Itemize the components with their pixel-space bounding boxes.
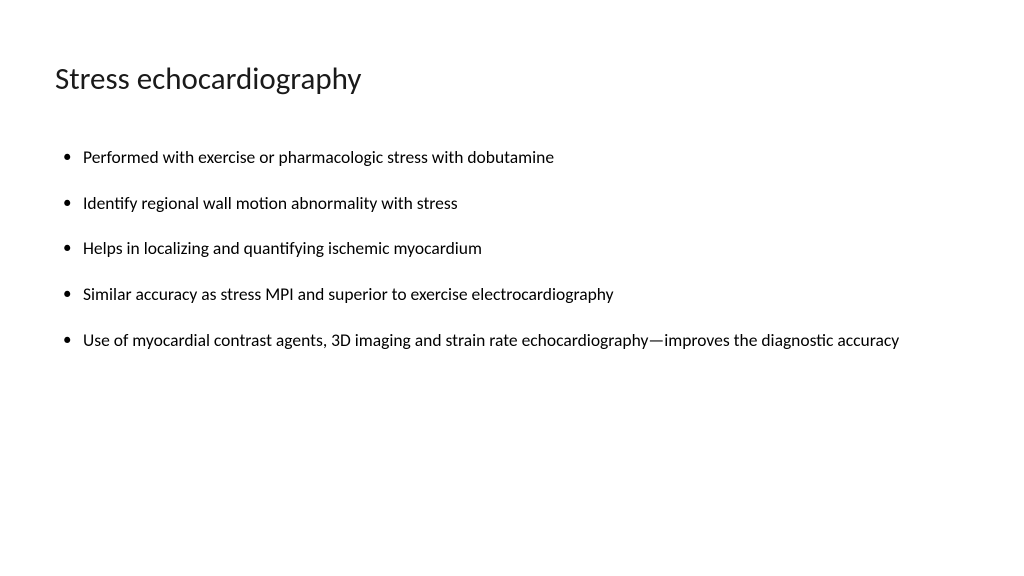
bullet-item: Use of myocardial contrast agents, 3D im… bbox=[63, 329, 969, 353]
bullet-item: Similar accuracy as stress MPI and super… bbox=[63, 283, 969, 307]
bullet-item: Performed with exercise or pharmacologic… bbox=[63, 146, 969, 170]
slide-title: Stress echocardiography bbox=[55, 60, 969, 98]
bullet-item: Identify regional wall motion abnormalit… bbox=[63, 192, 969, 216]
bullet-item: Helps in localizing and quantifying isch… bbox=[63, 237, 969, 261]
bullet-list: Performed with exercise or pharmacologic… bbox=[55, 146, 969, 352]
